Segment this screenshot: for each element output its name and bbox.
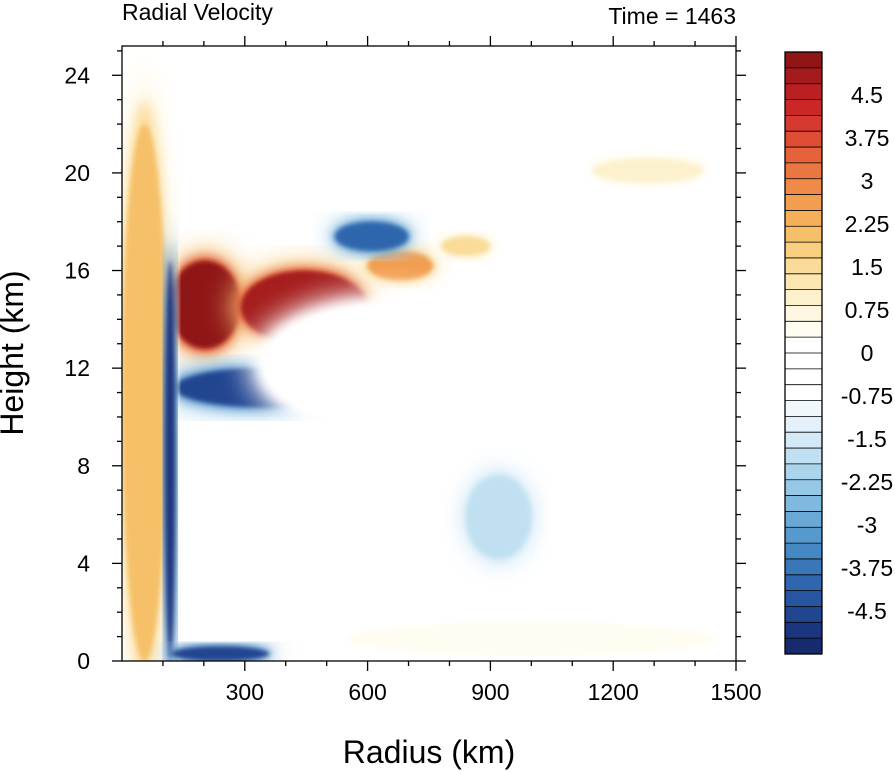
colorbar-label: 3 (861, 168, 874, 194)
velocity-feature (461, 466, 536, 568)
colorbar-label: -3 (857, 512, 877, 538)
velocity-band (169, 260, 241, 349)
colorbar-swatch (785, 479, 822, 496)
velocity-feature (122, 67, 171, 661)
colorbar-swatch (785, 495, 822, 512)
colorbar-label: -2.25 (841, 469, 893, 495)
velocity-band (465, 475, 532, 559)
y-tick-label: 8 (77, 453, 90, 479)
colorbar-swatch (785, 83, 822, 100)
colorbar-swatch (785, 147, 822, 164)
colorbar-label: 2.25 (845, 211, 890, 237)
chart-title-right: Time = 1463 (608, 3, 736, 29)
velocity-feature (321, 618, 736, 660)
colorbar-swatch (785, 226, 822, 243)
colorbar-swatch (785, 606, 822, 623)
colorbar-swatch (785, 368, 822, 386)
velocity-band (367, 251, 434, 281)
colorbar-swatch (785, 337, 822, 354)
velocity-feature (164, 218, 176, 661)
colorbar-swatch (785, 194, 822, 211)
y-axis-ticks: 0 4 8 12 16 20 24 (64, 50, 746, 674)
colorbar-swatch (785, 638, 822, 655)
colorbar-label: 4.5 (851, 82, 883, 108)
colorbar-swatch (785, 416, 822, 433)
colorbar-swatch (785, 257, 822, 275)
colorbar-label: -4.5 (847, 598, 887, 624)
colorbar-swatch (785, 242, 822, 259)
colorbar-swatch (785, 432, 822, 449)
x-axis-ticks: 300 600 900 1200 1500 (162, 36, 762, 705)
colorbar-swatch (785, 289, 822, 306)
y-axis-label: Height (km) (0, 270, 30, 435)
velocity-feature (164, 644, 277, 661)
velocity-band (122, 124, 168, 661)
colorbar-swatch (785, 622, 822, 639)
y-tick-label: 4 (77, 550, 90, 576)
colorbar-swatch (785, 400, 822, 417)
velocity-feature (164, 251, 246, 358)
plot-frame (121, 45, 737, 662)
x-tick-label: 1200 (588, 679, 639, 705)
colorbar-swatch (785, 99, 822, 116)
x-tick-label: 600 (348, 679, 386, 705)
colorbar-swatch (785, 463, 822, 481)
y-tick-label: 24 (64, 62, 90, 88)
colorbar-swatch (785, 384, 822, 401)
colorbar-label: 1.5 (851, 254, 883, 280)
colorbar-label: 0 (861, 340, 874, 366)
velocity-band (334, 221, 409, 252)
colorbar-label: -0.75 (841, 383, 893, 409)
colorbar-swatch (785, 543, 822, 560)
colorbar-swatch (785, 558, 822, 576)
colorbar-swatch (785, 527, 822, 544)
y-tick-label: 0 (77, 648, 90, 674)
velocity-band (265, 304, 511, 427)
colorbar-swatch (785, 321, 822, 338)
x-tick-label: 900 (471, 679, 509, 705)
velocity-band (441, 236, 491, 256)
colorbar-swatch (785, 210, 822, 227)
velocity-feature (437, 234, 494, 258)
colorbar: 4.5 3.75 3 2.25 1.5 0.75 0 -0.75 -1.5 -2.25 -3 -3.7… (784, 51, 893, 655)
colorbar-swatch (785, 574, 822, 592)
colorbar-swatch (785, 448, 822, 465)
velocity-band (347, 621, 716, 657)
colorbar-swatch (785, 131, 822, 148)
y-tick-label: 16 (64, 258, 90, 284)
velocity-feature (248, 291, 529, 440)
velocity-feature (329, 218, 414, 255)
velocity-band (164, 260, 176, 661)
colorbar-swatch (785, 67, 822, 85)
colorbar-swatch (785, 305, 822, 322)
y-tick-label: 20 (64, 160, 90, 186)
x-tick-label: 300 (226, 679, 264, 705)
velocity-feature (584, 155, 711, 186)
velocity-band (592, 158, 704, 183)
colorbar-label: 0.75 (845, 297, 890, 323)
colorbar-swatch (785, 511, 822, 528)
x-tick-label: 1500 (710, 679, 761, 705)
colorbar-swatch (785, 273, 822, 291)
velocity-feature (363, 247, 438, 284)
colorbar-swatch (785, 590, 822, 607)
colorbar-label: -3.75 (841, 555, 893, 581)
chart-title-left: Radial Velocity (122, 0, 273, 25)
x-axis-label: Radius (km) (343, 734, 515, 770)
colorbar-label: -1.5 (847, 426, 887, 452)
velocity-band (171, 646, 270, 661)
plot-area: 300 600 900 1200 1500 0 4 8 12 16 20 24 (64, 36, 762, 705)
colorbar-frame (784, 51, 823, 655)
colorbar-swatch (785, 52, 822, 69)
colorbar-swatch (785, 353, 822, 370)
y-tick-label: 12 (64, 355, 90, 381)
colorbar-label: 3.75 (845, 125, 890, 151)
colorbar-swatch (785, 162, 822, 180)
colorbar-swatch (785, 115, 822, 132)
velocity-field (122, 67, 736, 661)
colorbar-swatch (785, 178, 822, 195)
